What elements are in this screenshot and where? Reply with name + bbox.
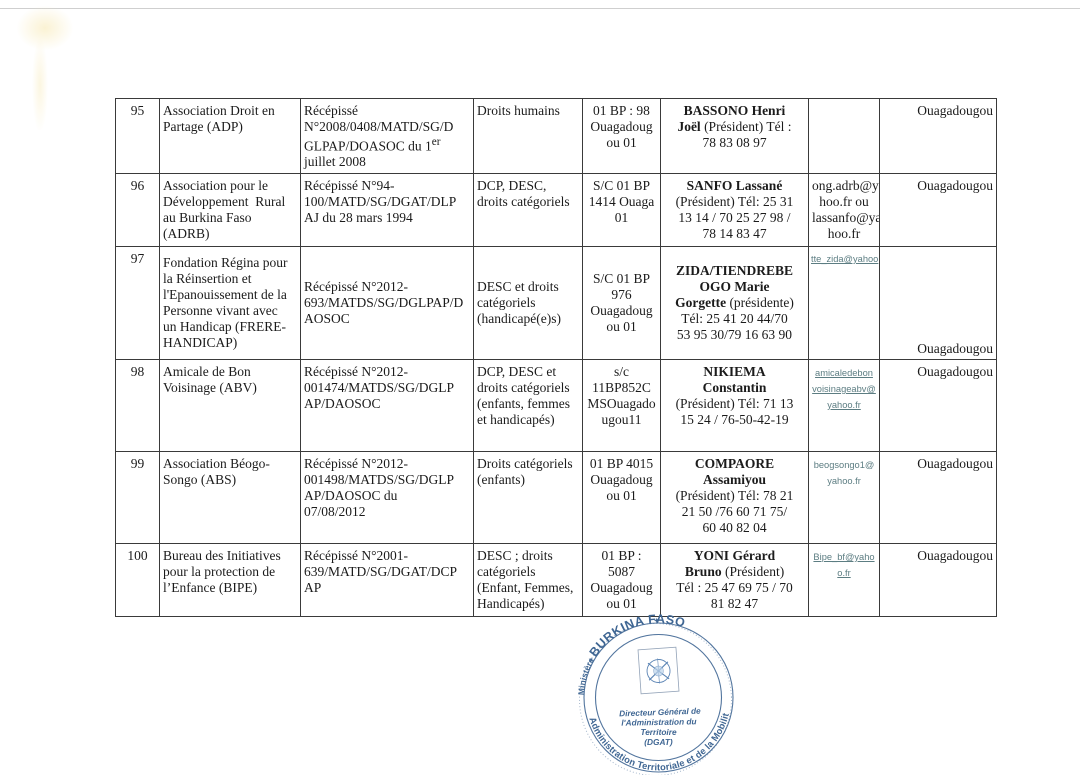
svg-text:(DGAT): (DGAT): [644, 737, 673, 747]
svg-text:l'Administration du: l'Administration du: [621, 716, 696, 727]
svg-text:Territoire: Territoire: [640, 727, 677, 737]
svg-text:✦: ✦: [654, 617, 660, 625]
